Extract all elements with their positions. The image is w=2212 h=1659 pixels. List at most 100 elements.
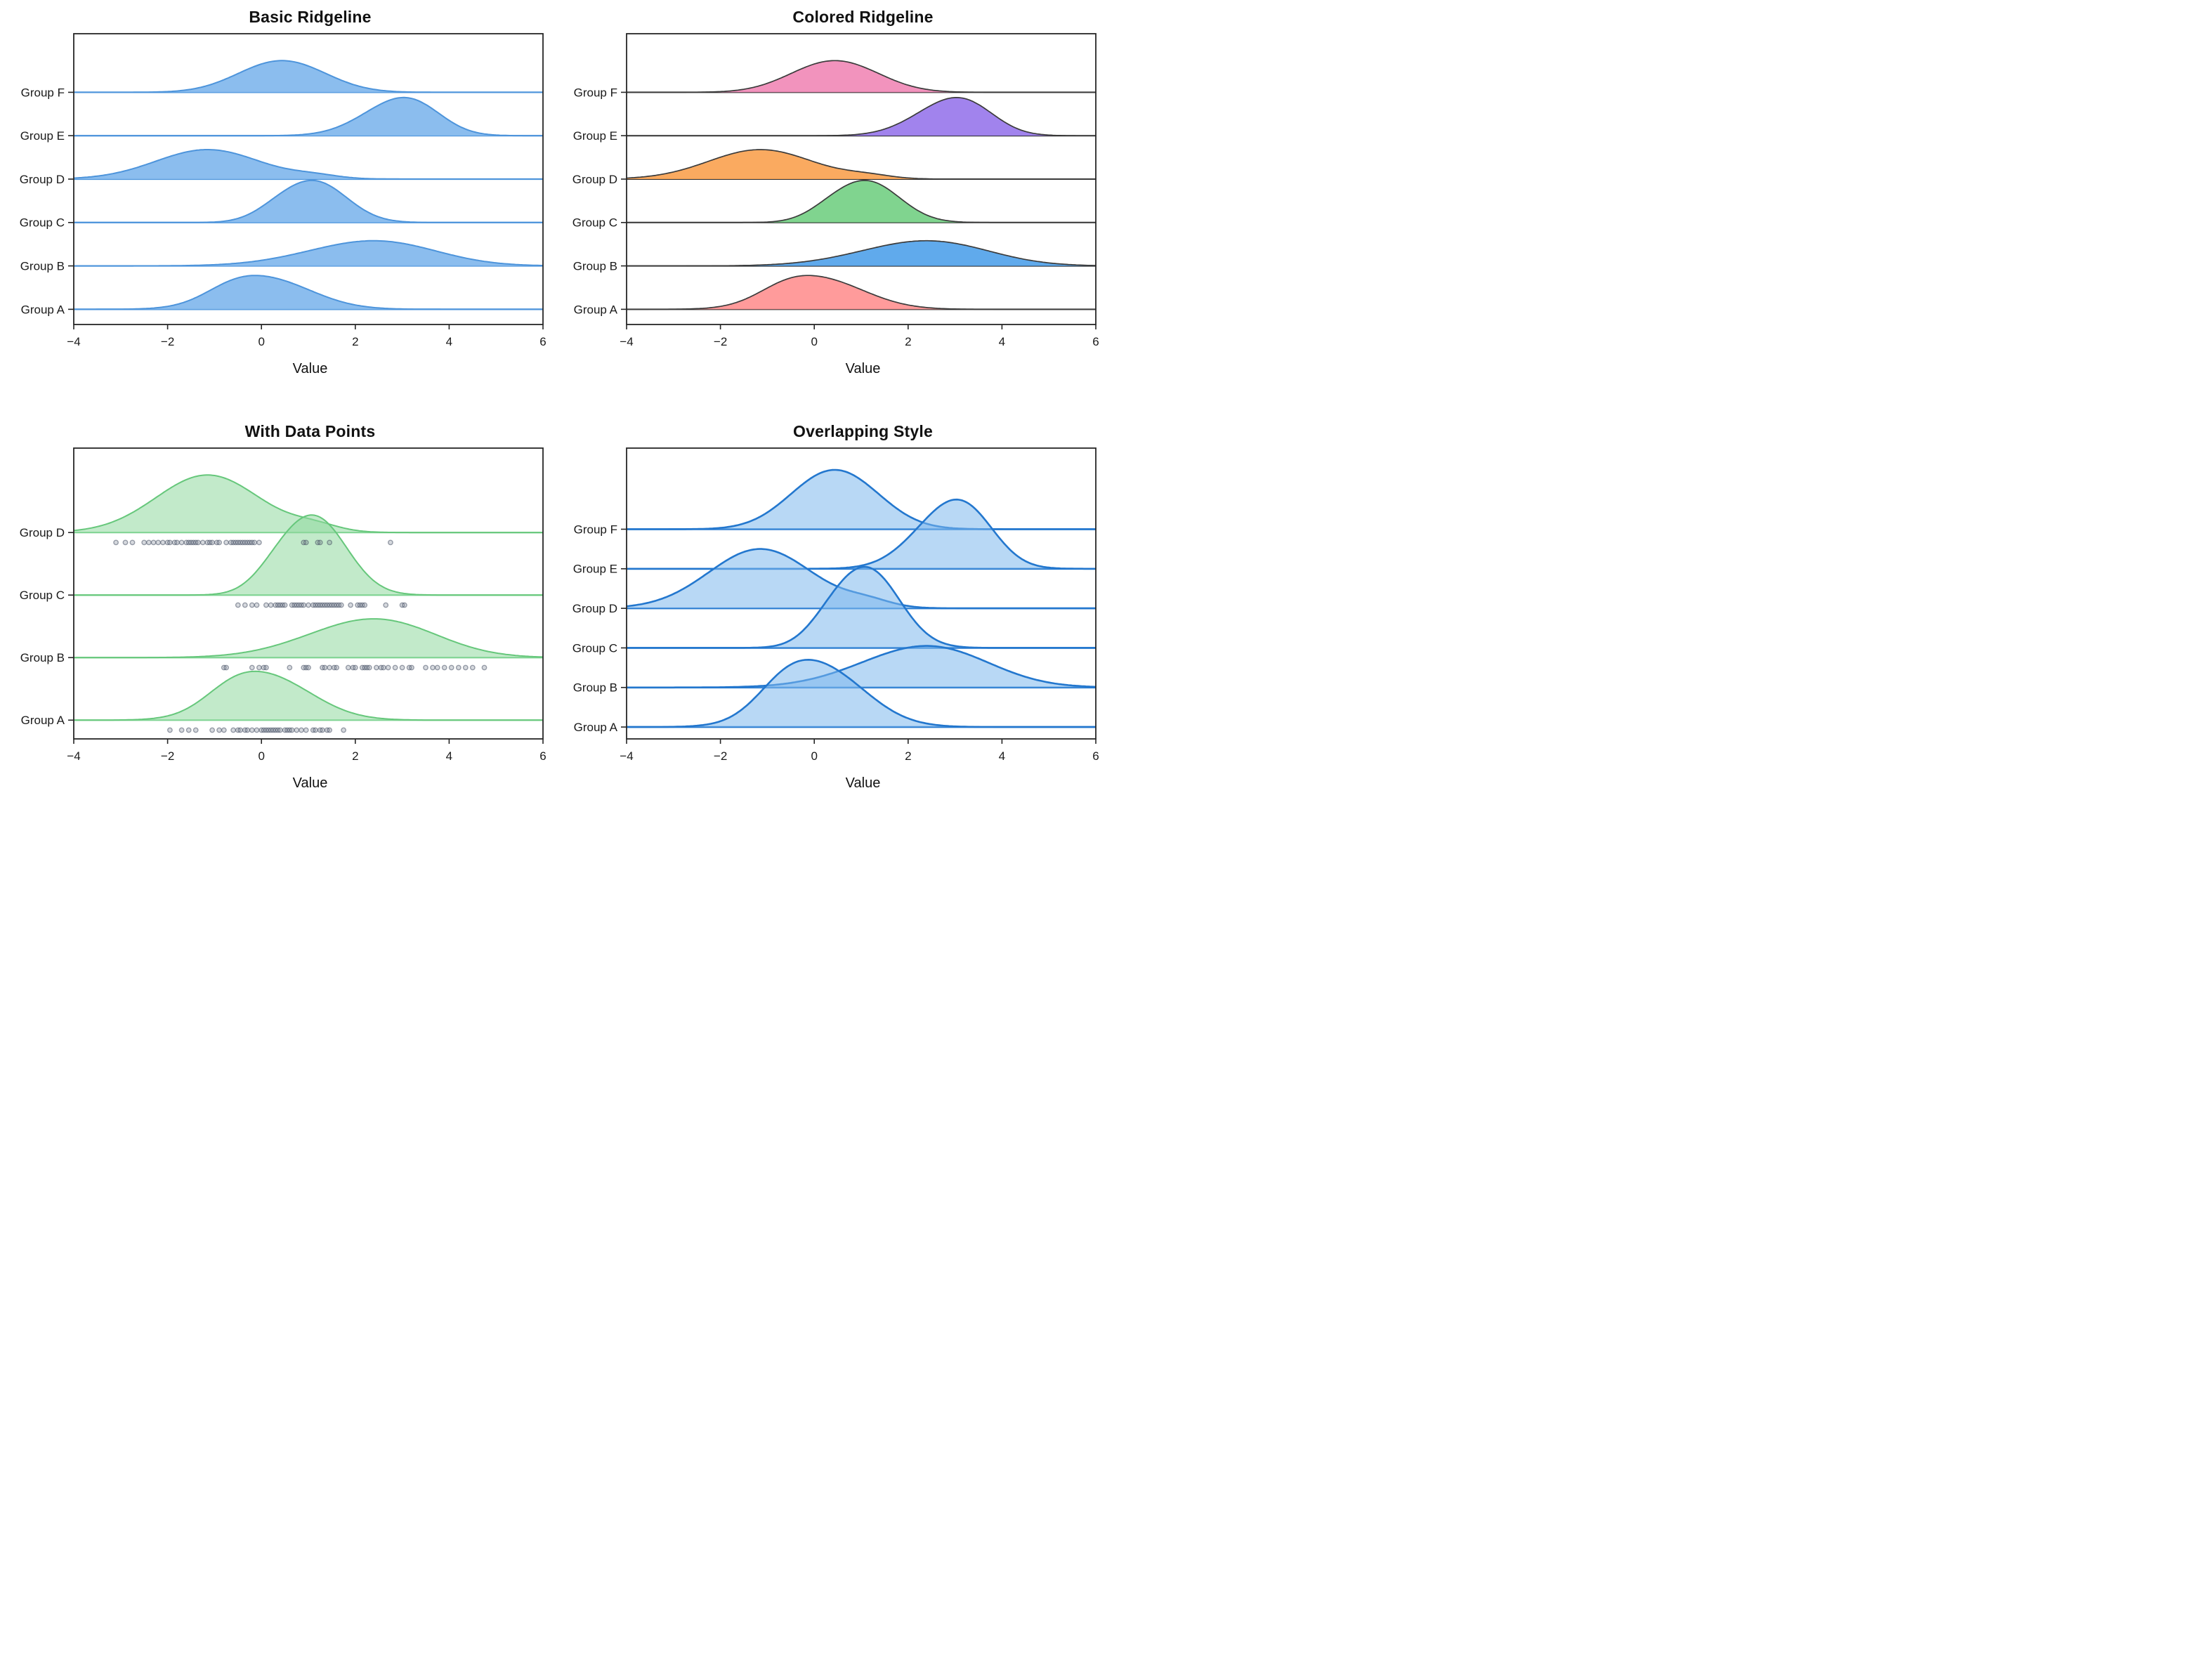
data-point [122,539,129,546]
density-fill-group-d [627,150,1096,179]
density-curve-group-b [627,240,1096,267]
data-point [481,664,487,671]
data-point [223,539,229,546]
density-fill-group-e [627,499,1096,569]
chart-title-basic: Basic Ridgeline [249,8,372,26]
ridgeline-plot-basic: −4 −2 0 2 4 6 Group A Group B Group C Group D Grou… [20,33,547,348]
x-axis-label-points: Value [292,775,328,791]
data-point [249,602,255,608]
data-point [345,664,351,671]
data-point [159,539,166,546]
density-fill-group-a [627,660,1096,728]
chart-title-points: With Data Points [244,422,376,440]
density-fill-group-c [74,515,543,596]
data-point [185,727,192,733]
density-fill-group-f [627,60,1096,93]
data-point [289,727,295,733]
density-curve-group-d [74,149,543,180]
density-curve-group-e [74,96,543,137]
data-point [385,664,391,671]
x-tick-label: −4 [67,749,80,763]
data-point [441,664,447,671]
y-tick-label-group-f: Group F [574,523,617,536]
data-point [317,539,323,546]
data-point [388,539,393,546]
chart-title-overlapping: Overlapping Style [793,422,933,440]
x-tick-label: 2 [905,749,911,763]
chart-with-data-points: With Data Points −4 −2 0 2 4 6 Group A Group B G… [0,414,553,829]
data-points-group-c [235,602,407,608]
x-tick-label: −4 [67,335,80,348]
x-tick-label: 0 [258,749,264,763]
data-point [195,539,201,546]
data-point [392,664,398,671]
x-tick-label: 6 [539,749,546,763]
data-point [462,664,469,671]
data-point [166,539,173,546]
data-points-group-a [166,727,346,733]
density-fill-group-b [627,645,1096,688]
data-point [374,664,379,671]
x-tick-label: 4 [999,335,1005,348]
density-fill-group-b [627,240,1096,266]
axes-spines [73,447,544,740]
y-tick-label-group-a: Group A [21,303,65,316]
data-point [174,539,180,546]
data-point [192,727,199,733]
data-point [178,727,185,733]
y-tick-label-group-b: Group B [573,260,617,273]
x-tick-label: 6 [539,335,546,348]
data-point [348,602,353,608]
x-tick-label: 6 [1092,749,1099,763]
density-curve-group-a [74,670,543,721]
data-point [294,727,300,733]
data-point [338,602,344,608]
data-point [448,664,454,671]
data-point [303,539,309,546]
density-fill-group-e [627,97,1096,136]
plot-area [74,60,543,310]
x-axis-label-colored: Value [845,361,881,376]
density-curve-group-c [627,180,1096,223]
data-point [381,664,386,671]
data-point [282,602,288,608]
data-point [430,664,436,671]
data-point [129,539,136,546]
density-curve-group-b [74,240,543,267]
data-point [362,602,368,608]
chart-title-colored: Colored Ridgeline [792,8,934,26]
data-point [216,727,222,733]
plot-area [627,468,1096,728]
data-point [145,539,152,546]
chart-overlapping-style: Overlapping Style −4 −2 0 2 4 6 Group A Group B… [553,414,1106,829]
density-curve-group-e [627,96,1096,137]
data-point [263,664,269,671]
density-curve-group-f [627,468,1096,530]
density-curve-group-a [627,659,1096,728]
data-point [251,539,258,546]
y-tick-label-group-a: Group A [574,721,618,734]
data-point [223,664,229,671]
data-point [254,727,260,733]
data-point [277,727,283,733]
data-point [209,727,215,733]
data-point [254,602,260,608]
density-fill-group-f [74,60,543,93]
data-point [303,727,309,733]
density-curve-group-e [627,498,1096,570]
ridgeline-plot-points: −4 −2 0 2 4 6 Group A Group B Group C Group D [20,447,547,763]
data-point [113,539,119,546]
data-point [423,664,428,671]
data-point [244,727,251,733]
data-point [327,539,332,546]
y-tick-label-group-c: Group C [20,589,65,602]
data-point [327,727,332,733]
chart-colored-ridgeline: Colored Ridgeline −4 −2 0 2 4 6 Group A Group B… [553,0,1106,414]
x-tick-label: 2 [352,749,358,763]
x-tick-label: 0 [811,335,817,348]
x-tick-label: 2 [352,335,358,348]
data-point [199,539,206,546]
y-tick-label-group-b: Group B [573,681,617,695]
density-curve-group-c [74,179,543,223]
y-tick-label-group-d: Group D [572,602,617,615]
